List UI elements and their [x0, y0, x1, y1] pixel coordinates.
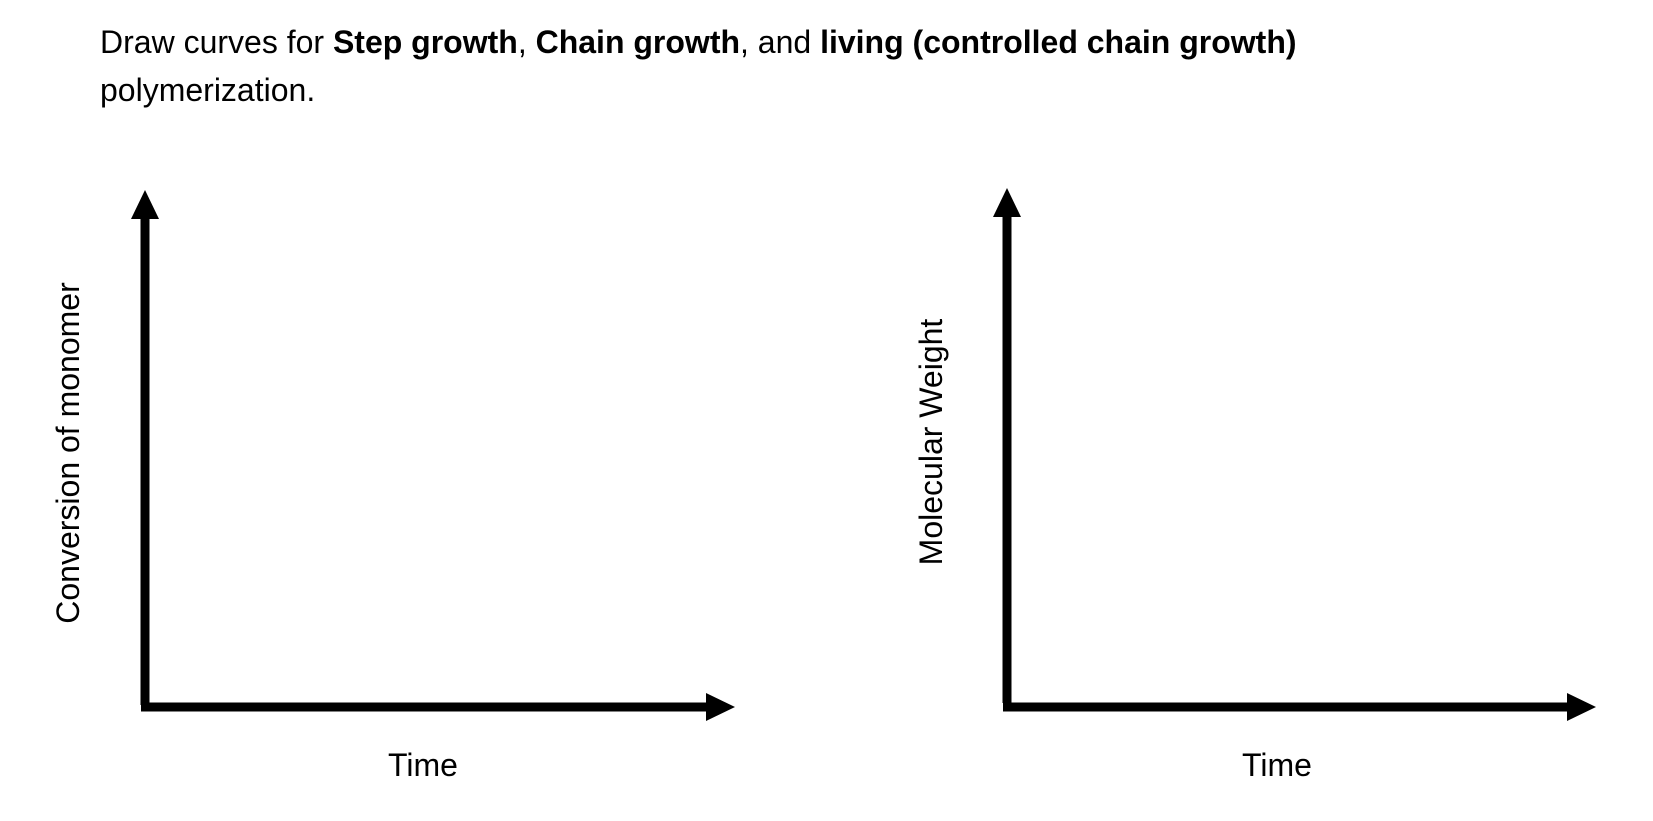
- prompt-living-polymerization: living (controlled chain growth): [820, 24, 1297, 60]
- molecular-weight-y-axis-arrowhead: [993, 188, 1021, 217]
- conversion-x-axis-label: Time: [388, 747, 458, 783]
- question-prompt: Draw curves for Step growth, Chain growt…: [100, 18, 1550, 114]
- molecular-weight-y-axis-label: Molecular Weight: [913, 319, 949, 566]
- prompt-separator-2: , and: [740, 24, 821, 60]
- prompt-separator-1: ,: [517, 24, 536, 60]
- conversion-plot: Conversion of monomer Time: [50, 190, 735, 783]
- molecular-weight-x-axis-label: Time: [1242, 747, 1312, 783]
- conversion-x-axis-arrowhead: [706, 693, 735, 721]
- prompt-step-growth: Step growth: [332, 24, 518, 60]
- conversion-y-axis-label: Conversion of monomer: [50, 282, 86, 624]
- prompt-chain-growth: Chain growth: [535, 24, 741, 60]
- conversion-y-axis-arrowhead: [131, 190, 159, 219]
- prompt-text-start: Draw curves for: [100, 24, 333, 60]
- prompt-text-end: polymerization.: [100, 72, 316, 108]
- molecular-weight-plot: Molecular Weight Time: [913, 188, 1596, 783]
- molecular-weight-x-axis-arrowhead: [1567, 693, 1596, 721]
